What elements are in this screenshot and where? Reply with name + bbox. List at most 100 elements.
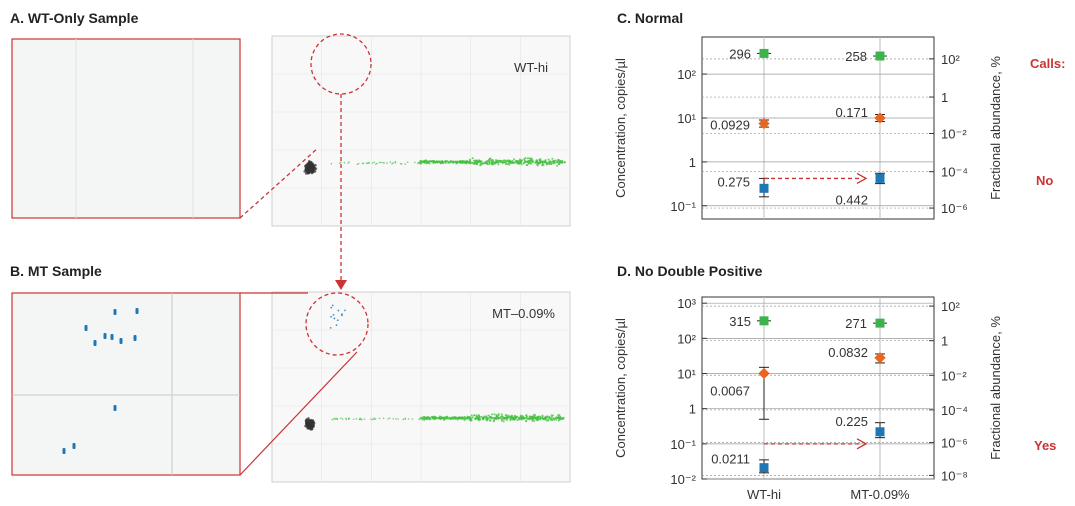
wt-droplet: [336, 418, 339, 421]
wt-droplet: [477, 418, 480, 421]
panel-a-title: A. WT-Only Sample: [10, 10, 139, 26]
wt-droplet: [431, 415, 434, 418]
panel-a-sample-label: WT-hi: [514, 60, 548, 75]
wt-droplet: [523, 159, 526, 162]
wt-droplet: [471, 157, 474, 160]
negative-droplet: [304, 419, 308, 423]
wt-droplet: [356, 163, 359, 166]
wt-droplet: [339, 417, 342, 420]
wt-droplet: [528, 159, 531, 162]
wt-droplet: [339, 162, 341, 164]
wt-droplet: [491, 160, 494, 163]
wt-droplet: [486, 417, 489, 420]
data-label: 0.0067: [710, 384, 750, 399]
data-label: 271: [845, 316, 867, 331]
wt-droplet: [495, 415, 498, 418]
call-d: Yes: [1034, 438, 1056, 453]
wt-droplet: [448, 416, 451, 419]
wt-droplet: [557, 417, 560, 420]
wt-droplet: [506, 163, 509, 166]
wt-droplet: [524, 157, 527, 160]
wt-droplet: [438, 416, 441, 419]
wt-droplet: [476, 161, 479, 164]
data-point-blue: [875, 427, 885, 437]
wt-droplet: [376, 162, 378, 165]
chart-d: 10⁻² 10⁻¹ 1 10¹ 10² 10³ 10⁻⁸ 10⁻⁶ 10⁻⁴ 10⁻² 1 10² 3…: [613, 296, 1003, 502]
wt-droplet: [534, 161, 537, 164]
chart-d-y2label: Fractional abundance, %: [988, 316, 1003, 460]
wt-droplet: [545, 419, 548, 422]
negative-droplet: [308, 168, 312, 171]
wt-droplet: [548, 417, 551, 420]
y-tick-label: 1: [689, 402, 696, 417]
wt-droplet: [417, 162, 419, 165]
wt-droplet: [466, 417, 469, 420]
wt-droplet: [542, 160, 545, 163]
negative-droplet: [307, 420, 311, 424]
wt-droplet: [539, 158, 542, 161]
wt-droplet: [505, 161, 508, 164]
data-label: 0.0929: [710, 117, 750, 132]
wt-droplet: [525, 420, 528, 423]
wt-droplet: [383, 162, 385, 164]
wt-droplet: [556, 160, 559, 163]
wt-droplet: [423, 417, 426, 420]
wt-droplet: [419, 160, 422, 163]
wt-droplet: [557, 158, 560, 161]
wt-droplet: [559, 161, 562, 164]
wt-droplet: [404, 418, 407, 420]
wt-droplet: [343, 161, 346, 164]
wt-droplet: [404, 163, 407, 165]
wt-droplet: [514, 417, 517, 420]
panel-b-title: B. MT Sample: [10, 263, 102, 279]
panel-b-grid: [272, 292, 570, 482]
wt-droplet: [502, 420, 505, 423]
wt-droplet: [438, 161, 441, 164]
negative-droplet: [312, 420, 316, 424]
mt-droplet: [330, 306, 333, 309]
wt-droplet: [333, 418, 335, 420]
data-label: 0.275: [717, 174, 750, 189]
negative-droplet: [310, 162, 314, 166]
wt-droplet: [446, 160, 449, 163]
mt-droplet: [336, 319, 339, 322]
y-tick-label: 1: [689, 155, 696, 170]
wt-droplet: [335, 418, 337, 420]
wt-droplet: [550, 415, 553, 418]
y-tick-label: 10⁻¹: [670, 199, 696, 214]
wt-droplet: [540, 161, 543, 164]
wt-droplet: [501, 161, 504, 164]
wt-droplet: [407, 418, 410, 420]
wt-droplet: [500, 418, 503, 421]
mt-droplet: [333, 317, 336, 320]
wt-droplet: [426, 160, 429, 163]
wt-droplet: [382, 417, 385, 420]
mt-droplet-zoom: [62, 448, 66, 454]
wt-droplet: [505, 414, 508, 417]
wt-droplet: [499, 161, 502, 164]
y-tick-label: 10²: [677, 331, 696, 346]
wt-droplet: [493, 413, 496, 416]
wt-droplet: [355, 417, 358, 420]
wt-droplet: [537, 162, 540, 165]
y2-tick-label: 10⁻⁶: [941, 436, 968, 451]
wt-droplet: [545, 163, 548, 166]
chart-c: 10⁻¹ 1 10¹ 10² 10⁻⁶ 10⁻⁴ 10⁻² 1 10² 296 258 0.0929…: [613, 36, 1003, 220]
negative-droplet: [309, 426, 312, 429]
wt-droplet: [425, 418, 428, 421]
mt-droplet-zoom: [113, 309, 117, 315]
wt-droplet: [543, 417, 546, 420]
mt-droplet: [337, 309, 340, 312]
wt-droplet: [558, 162, 561, 165]
wt-droplet: [464, 417, 467, 420]
chart-c-ylabel: Concentration, copies/µl: [613, 58, 628, 198]
wt-droplet: [392, 161, 394, 164]
negative-droplet: [305, 422, 308, 425]
wt-droplet: [505, 163, 508, 166]
wt-droplet: [414, 161, 416, 164]
panel-a-grid: [272, 36, 570, 226]
wt-droplet: [440, 416, 443, 419]
mt-droplet-zoom: [119, 338, 123, 344]
wt-droplet: [508, 160, 511, 163]
wt-droplet: [371, 418, 374, 421]
